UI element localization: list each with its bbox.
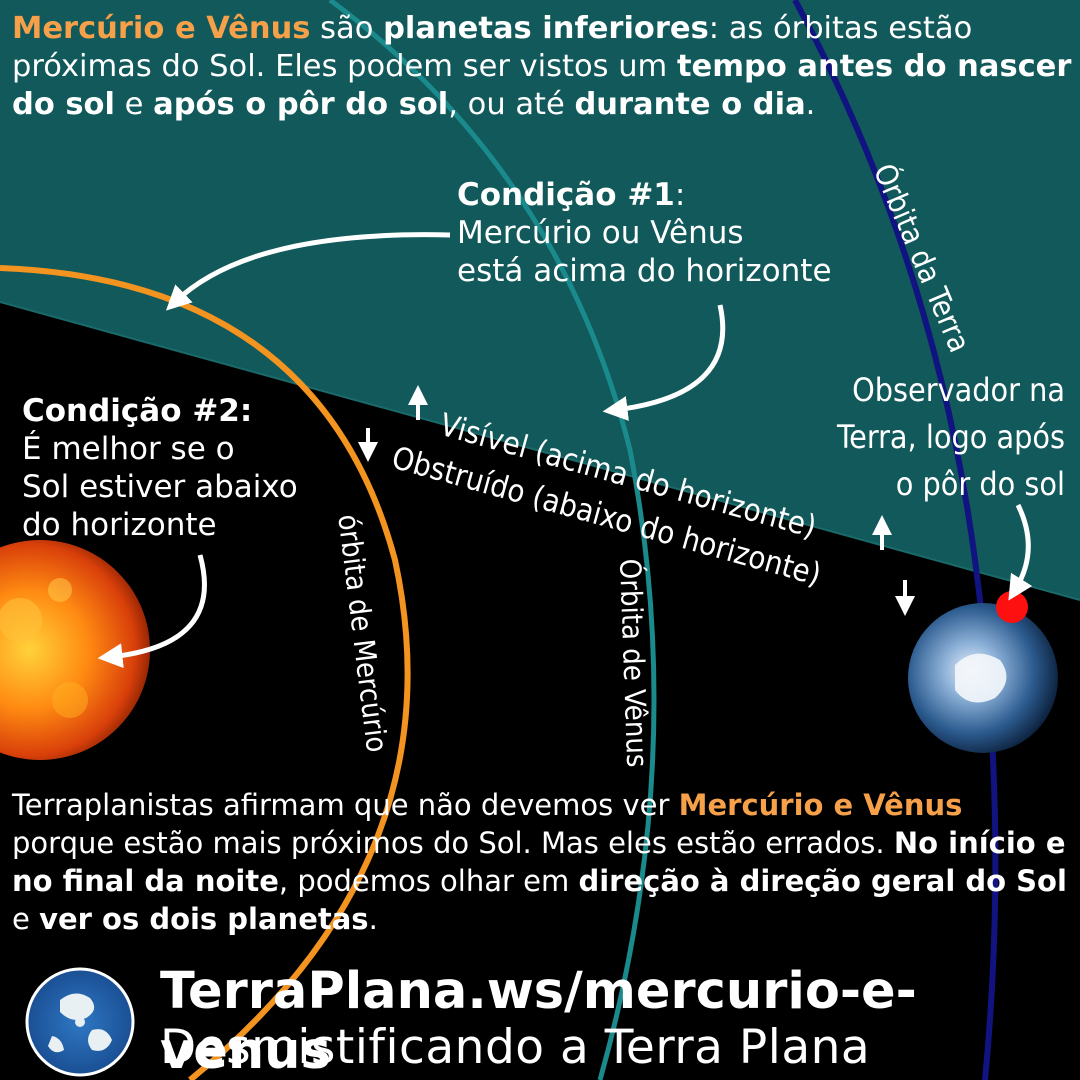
footer-text-part: Terraplanistas afirmam que não devemos v… [12,788,679,822]
earth-globe-icon [908,603,1058,760]
footer-text: Terraplanistas afirmam que não devemos v… [12,786,1072,938]
header-text-part: , ou até [448,87,575,122]
observer-line: Observador na [852,371,1065,409]
venus-orbit-label: Órbita de Vênus [613,558,655,768]
observer-dot [996,591,1028,623]
condition1-colon: : [674,177,686,213]
observer-line: Terra, logo após [836,418,1065,456]
condition1-line: está acima do horizonte [457,253,832,289]
condition2-arrow [97,554,207,669]
condition2-title: Condição #2: [22,393,253,429]
footer-text-part: . [368,902,378,936]
observer-line: o pôr do sol [895,465,1065,503]
footer-emphasis: ver os dois planetas [39,902,369,936]
header-text-part: . [805,87,816,122]
footer-text-part: porque estão mais próximos do Sol. Mas e… [12,826,894,860]
earth-orbit-path [792,0,999,1080]
horizon-line [0,301,1080,601]
header-text-part: : as órbitas estão próximas do Sol. Eles… [12,11,973,84]
observer-label: Observador na Terra, logo após o pôr do … [800,367,1065,508]
condition1-block: Condição #1: Mercúrio ou Vênus está acim… [457,176,897,290]
condition1-arrow-2 [602,304,726,421]
condition1-arrow [165,232,451,311]
site-url-link[interactable]: TerraPlana.ws/mercurio-e-venus [160,962,917,1080]
condition2-line: do horizonte [22,507,217,543]
condition2-line: É melhor se o [22,431,235,467]
condition1-line: Mercúrio ou Vênus [457,215,744,251]
footer-emphasis: No início e no final da noite [12,826,1066,898]
condition2-line: Sol estiver abaixo [22,469,298,505]
footer-emphasis: direção à direção geral do Sol [578,864,1067,898]
condition2-block: Condição #2: É melhor se o Sol estiver a… [22,392,342,544]
sun-icon [0,540,150,760]
footer-text-part: , podemos olhar em [278,864,579,898]
site-tagline: Desmistificando a Terra Plana [160,1020,871,1075]
header-emphasis: após o pôr do sol [153,87,449,122]
header-text: Mercúrio e Vênus são planetas inferiores… [12,10,1072,124]
inferior-planets-term: planetas inferiores [383,11,709,46]
venus-orbit-path [328,0,657,1080]
header-emphasis: tempo antes do nascer do sol [12,49,1072,122]
header-text-part: são [310,11,384,46]
header-emphasis: durante o dia [574,87,806,122]
highlight-planets: Mercúrio e Vênus [12,11,311,46]
observer-arrow [1008,503,1033,601]
sky-region [0,0,1080,600]
footer-text-part: e [12,902,40,936]
header-text-part: e [114,87,154,122]
flat-earth-logo-icon [25,967,135,1077]
condition1-title: Condição #1 [457,177,675,213]
highlight-planets: Mercúrio e Vênus [678,788,963,822]
